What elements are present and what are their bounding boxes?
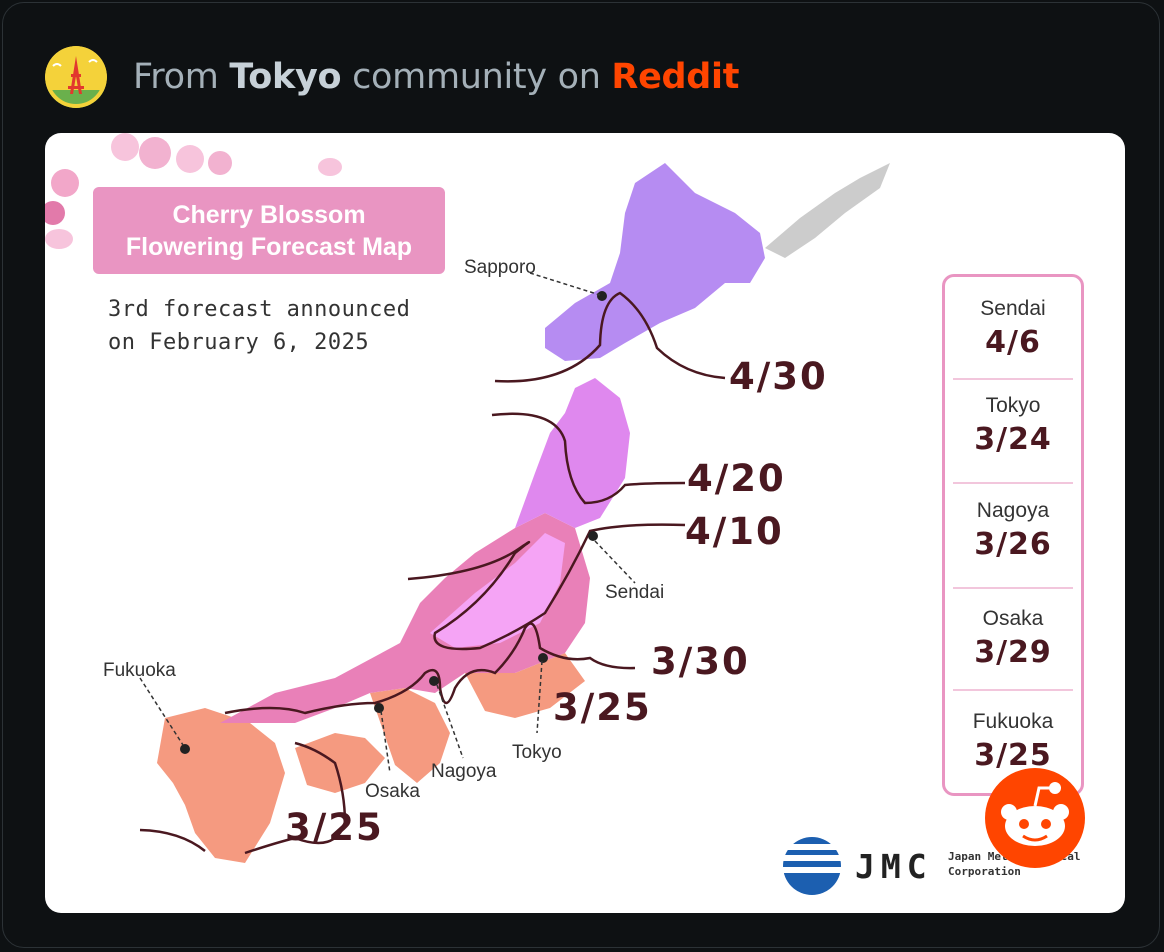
city-label-osaka: Osaka	[365, 781, 420, 802]
jmc-org-line-2: Corporation	[948, 865, 1021, 878]
zone-kyushu	[157, 708, 285, 863]
zone-tohoku	[515, 378, 630, 528]
post-image[interactable]: Cherry Blossom Flowering Forecast Map 3r…	[45, 133, 1125, 913]
panel-date: 3/24	[974, 422, 1052, 457]
city-label-tokyo: Tokyo	[512, 742, 562, 763]
city-label-nagoya: Nagoya	[431, 761, 497, 782]
map-title-line-1: Cherry Blossom	[172, 201, 366, 229]
sapporo-dot	[597, 291, 607, 301]
jmc-logo-icon	[783, 837, 841, 895]
forecast-panel: Sendai 4/6 Tokyo 3/24 Nagoya 3/26 Osaka …	[942, 274, 1084, 796]
zone-shikoku	[295, 733, 385, 793]
panel-date: 3/29	[974, 635, 1052, 670]
panel-divider	[953, 482, 1073, 484]
panel-date: 4/6	[985, 325, 1041, 360]
reddit-snoo-icon	[983, 766, 1087, 874]
zone-izu	[465, 653, 585, 718]
nagoya-dot	[429, 676, 439, 686]
isoline-label-430: 4/30	[729, 355, 828, 398]
subtitle-line-1: 3rd forecast announced	[108, 297, 411, 322]
zone-mountain	[430, 533, 565, 648]
panel-city: Fukuoka	[972, 710, 1054, 733]
japan-map	[45, 133, 890, 895]
panel-city: Osaka	[982, 607, 1044, 630]
panel-divider	[953, 689, 1073, 691]
panel-city: Tokyo	[985, 394, 1041, 417]
isoline-420	[491, 412, 686, 505]
osaka-dot	[374, 703, 384, 713]
jmc-abbr: JMC	[855, 847, 933, 886]
zone-kii	[370, 688, 450, 783]
kuril-islands	[765, 163, 890, 258]
isoline-label-410: 4/10	[685, 510, 784, 553]
map-subtitle: 3rd forecast announced on February 6, 20…	[108, 293, 410, 359]
panel-date: 3/26	[974, 527, 1052, 562]
isolines	[139, 291, 726, 855]
isoline-label-325-east: 3/25	[553, 686, 652, 729]
source-prefix: From	[133, 57, 219, 97]
city-label-sapporo: Sapporo	[464, 257, 536, 278]
city-dots	[180, 291, 607, 754]
isoline-label-330: 3/30	[651, 640, 750, 683]
cherry-blossom-decoration	[45, 133, 342, 249]
tokyo-tower-icon	[45, 46, 107, 108]
panel-item-nagoya: Nagoya 3/26	[945, 499, 1081, 562]
post-source-line: From Tokyo community on Reddit	[133, 57, 739, 97]
map-title-line-2: Flowering Forecast Map	[125, 233, 413, 261]
panel-city: Sendai	[980, 297, 1046, 320]
isoline-label-325-south: 3/25	[285, 806, 384, 849]
reddit-brand-link[interactable]: Reddit	[611, 57, 740, 97]
isoline-325-southwest	[139, 828, 206, 852]
city-label-fukuoka: Fukuoka	[103, 660, 176, 681]
panel-item-sendai: Sendai 4/6	[945, 297, 1081, 360]
sendai-dot	[588, 531, 598, 541]
zone-hokkaido	[545, 163, 765, 361]
source-middle: community on	[352, 57, 601, 97]
panel-city: Nagoya	[976, 499, 1050, 522]
isoline-430	[494, 291, 726, 383]
isoline-325-south	[244, 741, 347, 855]
panel-divider	[953, 587, 1073, 589]
community-name-link[interactable]: Tokyo	[229, 57, 342, 97]
tokyo-dot	[538, 653, 548, 663]
isoline-410	[407, 523, 686, 651]
isoline-330	[224, 622, 636, 715]
community-avatar[interactable]	[45, 46, 107, 108]
fukuoka-dot	[180, 744, 190, 754]
panel-date: 3/25	[974, 738, 1052, 773]
leader-lines	[139, 272, 636, 774]
subtitle-line-2: on February 6, 2025	[108, 330, 370, 355]
post-header: From Tokyo community on Reddit	[45, 45, 739, 109]
panel-item-fukuoka: Fukuoka 3/25	[945, 710, 1081, 773]
panel-divider	[953, 378, 1073, 380]
map-title: Cherry Blossom Flowering Forecast Map	[93, 187, 445, 274]
city-label-sendai: Sendai	[605, 582, 665, 603]
panel-item-osaka: Osaka 3/29	[945, 607, 1081, 670]
isoline-label-420: 4/20	[687, 457, 786, 500]
panel-item-tokyo: Tokyo 3/24	[945, 394, 1081, 457]
